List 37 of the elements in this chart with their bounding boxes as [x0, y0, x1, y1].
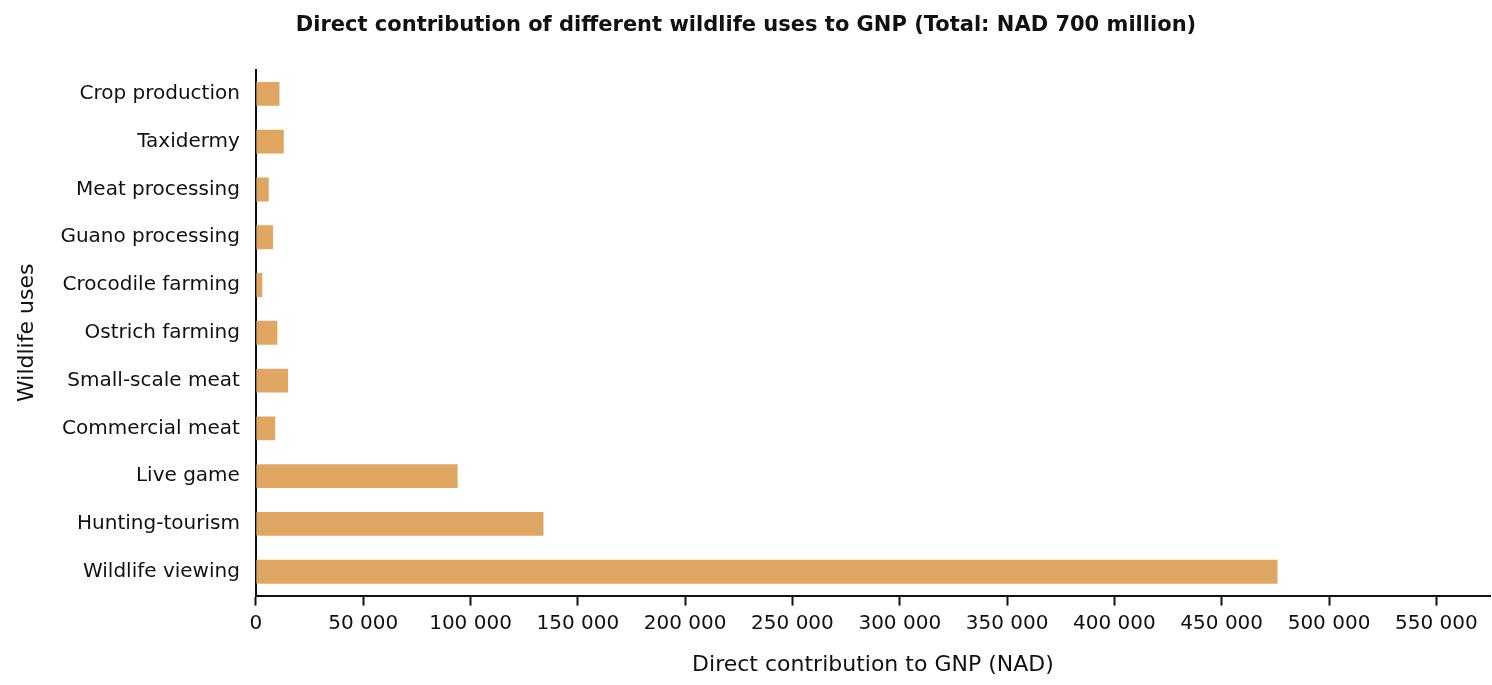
x-tick-label: 100 000	[429, 609, 512, 634]
bar	[256, 225, 274, 250]
bar	[256, 320, 278, 345]
y-tick-label: Guano processing	[60, 223, 240, 248]
y-tick-label: Crop production	[79, 80, 240, 105]
bar	[256, 368, 289, 393]
bar	[256, 464, 458, 489]
x-tick-label: 350 000	[965, 609, 1049, 634]
bar	[256, 177, 269, 202]
x-tick-label: 150 000	[536, 609, 620, 634]
x-tick-label: 50 000	[328, 609, 399, 634]
bar	[256, 129, 284, 154]
bar	[256, 511, 544, 536]
x-tick-label: 400 000	[1073, 609, 1156, 634]
x-tick-label: 200 000	[643, 609, 727, 634]
bar	[256, 81, 280, 106]
bar	[256, 416, 276, 441]
x-tick-label: 550 000	[1394, 609, 1478, 634]
y-tick-label: Small-scale meat	[67, 366, 241, 391]
y-tick-label: Hunting-tourism	[77, 510, 240, 535]
bar	[256, 559, 1278, 584]
x-tick-label: 0	[249, 609, 263, 634]
y-axis-title: Wildlife uses	[12, 263, 38, 402]
x-tick-label: 450 000	[1180, 609, 1264, 634]
x-tick-label: 250 000	[751, 609, 834, 634]
bar	[256, 273, 263, 297]
x-tick-label: 300 000	[858, 609, 942, 634]
y-tick-label: Ostrich farming	[84, 319, 240, 343]
y-tick-label: Crocodile farming	[62, 271, 240, 296]
y-tick-label: Meat processing	[76, 175, 240, 200]
y-tick-label: Wildlife viewing	[82, 557, 240, 582]
y-tick-label: Taxidermy	[136, 127, 241, 152]
y-tick-label: Live game	[135, 462, 240, 487]
chart-title: Direct contribution of different wildlife uses to GNP (Total: NAD 700 million)	[294, 12, 1198, 38]
x-axis-title: Direct contribution to GNP (NAD)	[692, 650, 1054, 676]
x-tick-label: 500 000	[1287, 609, 1371, 634]
y-tick-label: Commercial meat	[62, 414, 241, 439]
